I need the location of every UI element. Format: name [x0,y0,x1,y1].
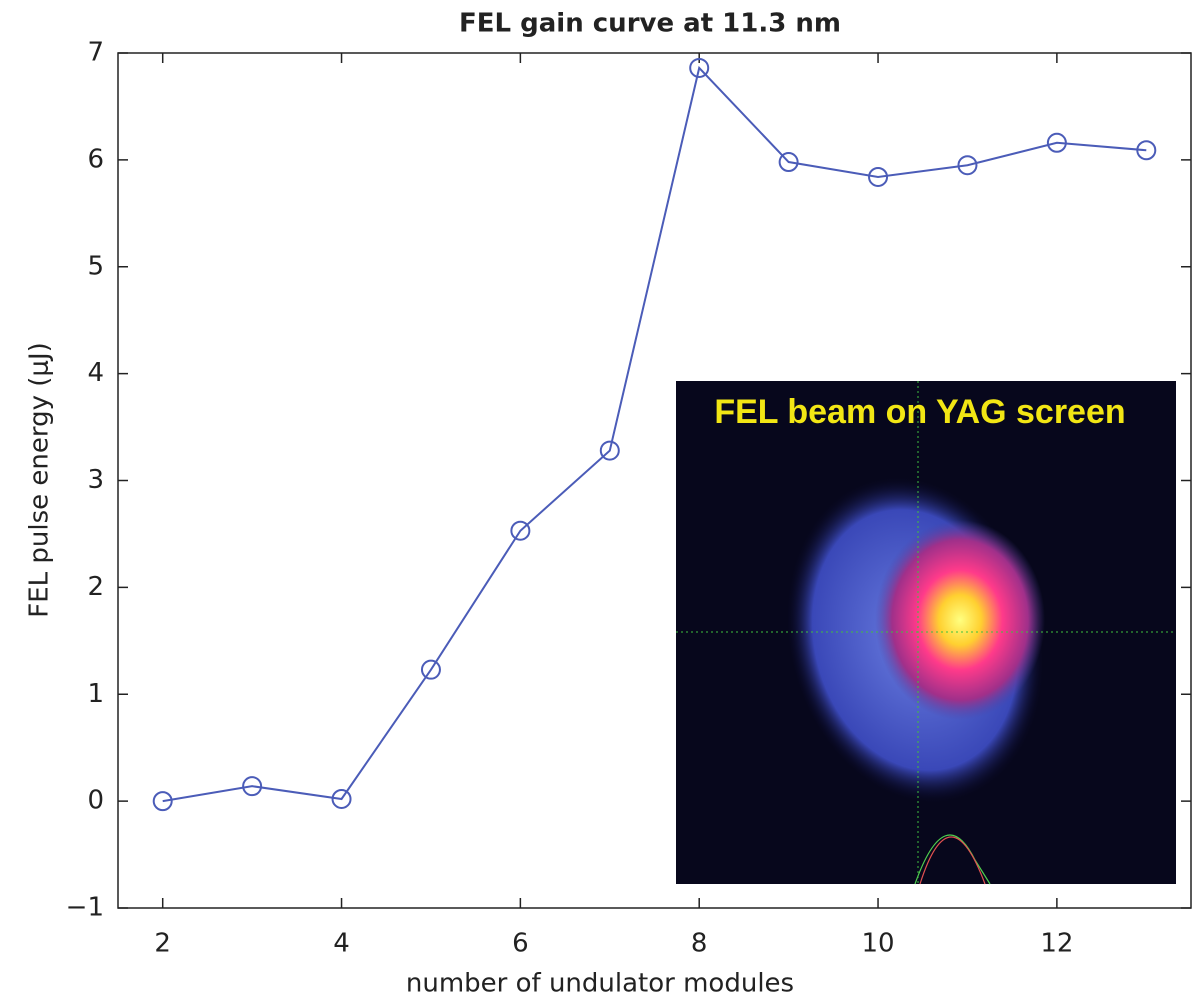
data-point [420,659,441,680]
x-tick-label: 8 [691,929,708,959]
plot-frame [117,52,1192,909]
x-tick-label: 12 [1040,929,1073,959]
y-tick-label: 0 [87,786,104,816]
y-tick-label: 2 [87,572,104,602]
data-point [152,791,173,812]
x-tick-label: 10 [861,929,894,959]
y-axis-label: FEL pulse energy (μJ) [25,342,55,618]
series-line [162,65,1147,803]
y-tick-label: 6 [87,144,104,174]
x-tick-label: 4 [333,929,350,959]
x-tick-label: 6 [512,929,529,959]
x-axis-label: number of undulator modules [406,969,794,999]
data-point [778,152,799,173]
data-point [510,520,531,541]
data-point [1046,132,1067,153]
y-tick-label: 3 [87,465,104,495]
data-point [1136,140,1157,161]
data-point [689,57,710,78]
data-point [331,788,352,809]
y-tick-label: 1 [87,679,104,709]
y-tick-label: 4 [87,358,104,388]
y-tick-label: 7 [87,38,104,68]
data-point [242,776,263,797]
data-point [868,166,889,187]
chart-title: FEL gain curve at 11.3 nm [459,9,841,39]
inset-image: FEL beam on YAG screen [676,381,1176,885]
annotation: FEL beam on YAG screen [714,393,1125,431]
y-tick-label: −1 [66,893,104,923]
y-tick-label: 5 [87,251,104,281]
data-point [599,440,620,461]
x-tick-label: 2 [154,929,171,959]
data-point [957,155,978,176]
